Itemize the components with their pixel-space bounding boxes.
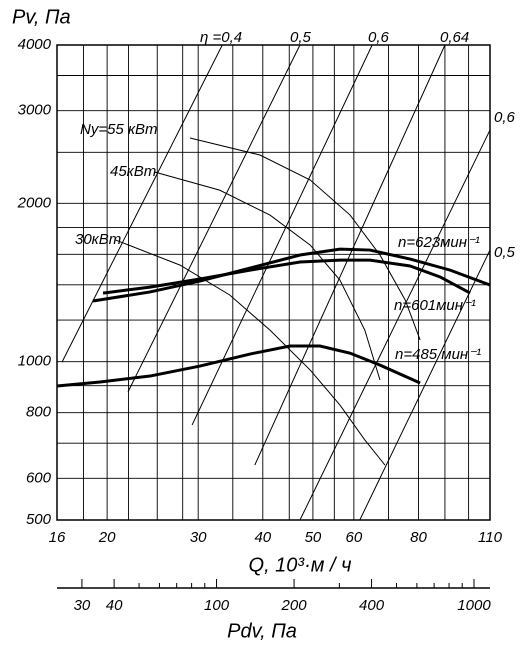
x-tick-label: 30: [190, 529, 207, 546]
x-axis-label: Q, 10³·м / ч: [249, 554, 352, 576]
series-line: [92, 247, 491, 303]
y-tick-label: 3000: [18, 102, 52, 119]
x2-tick-label: 200: [281, 597, 308, 614]
y-tick-label: 500: [26, 511, 52, 528]
series-label: 0,64: [440, 29, 469, 46]
x-tick-label: 110: [478, 529, 503, 546]
series-label: 0,6: [494, 109, 516, 126]
x-tick-label: 50: [305, 529, 322, 546]
series-line: [359, 249, 491, 521]
series-line: [61, 44, 223, 363]
x-tick-label: 40: [254, 529, 271, 546]
series-line: [191, 44, 373, 426]
y-tick-label: 2000: [17, 194, 52, 211]
x-tick-label: 20: [98, 529, 116, 546]
plot-frame: [56, 44, 491, 521]
x2-axis-label: Pdv, Па: [227, 620, 297, 642]
y-tick-label: 4000: [18, 36, 52, 53]
x2-tick-label: 100: [204, 597, 230, 614]
series-label: Ny=55 кВт: [80, 121, 158, 138]
x2-tick-label: 400: [359, 597, 385, 614]
y-tick-label: 800: [26, 404, 52, 421]
y-tick-label: 1000: [18, 353, 52, 370]
x2-tick-label: 1000: [457, 597, 491, 614]
series-label: n=485 мин⁻¹: [395, 346, 481, 363]
series-line: [56, 344, 421, 388]
series-line: [254, 44, 446, 466]
series-line: [154, 171, 381, 381]
series-label: 30кВт: [75, 231, 121, 248]
series-line: [102, 258, 471, 295]
x2-tick-label: 40: [106, 597, 123, 614]
y-axis-label: Pv, Па: [12, 6, 71, 28]
y-tick-label: 600: [26, 469, 52, 486]
series-line: [189, 137, 421, 341]
series-line: [299, 129, 491, 521]
series-label: η =0,4: [200, 29, 242, 46]
x-tick-label: 60: [346, 529, 363, 546]
series-label: 45кВт: [110, 163, 156, 180]
x-tick-label: 80: [410, 529, 427, 546]
x2-tick-label: 30: [74, 597, 91, 614]
series-label: 0,5: [494, 244, 516, 261]
series-line: [127, 44, 301, 393]
series-label: 0,5: [290, 29, 312, 46]
series-label: n=601мин⁻¹: [394, 297, 476, 314]
series-label: n=623мин⁻¹: [398, 234, 480, 251]
series-label: 0,6: [368, 29, 390, 46]
x-tick-label: 16: [49, 529, 66, 546]
